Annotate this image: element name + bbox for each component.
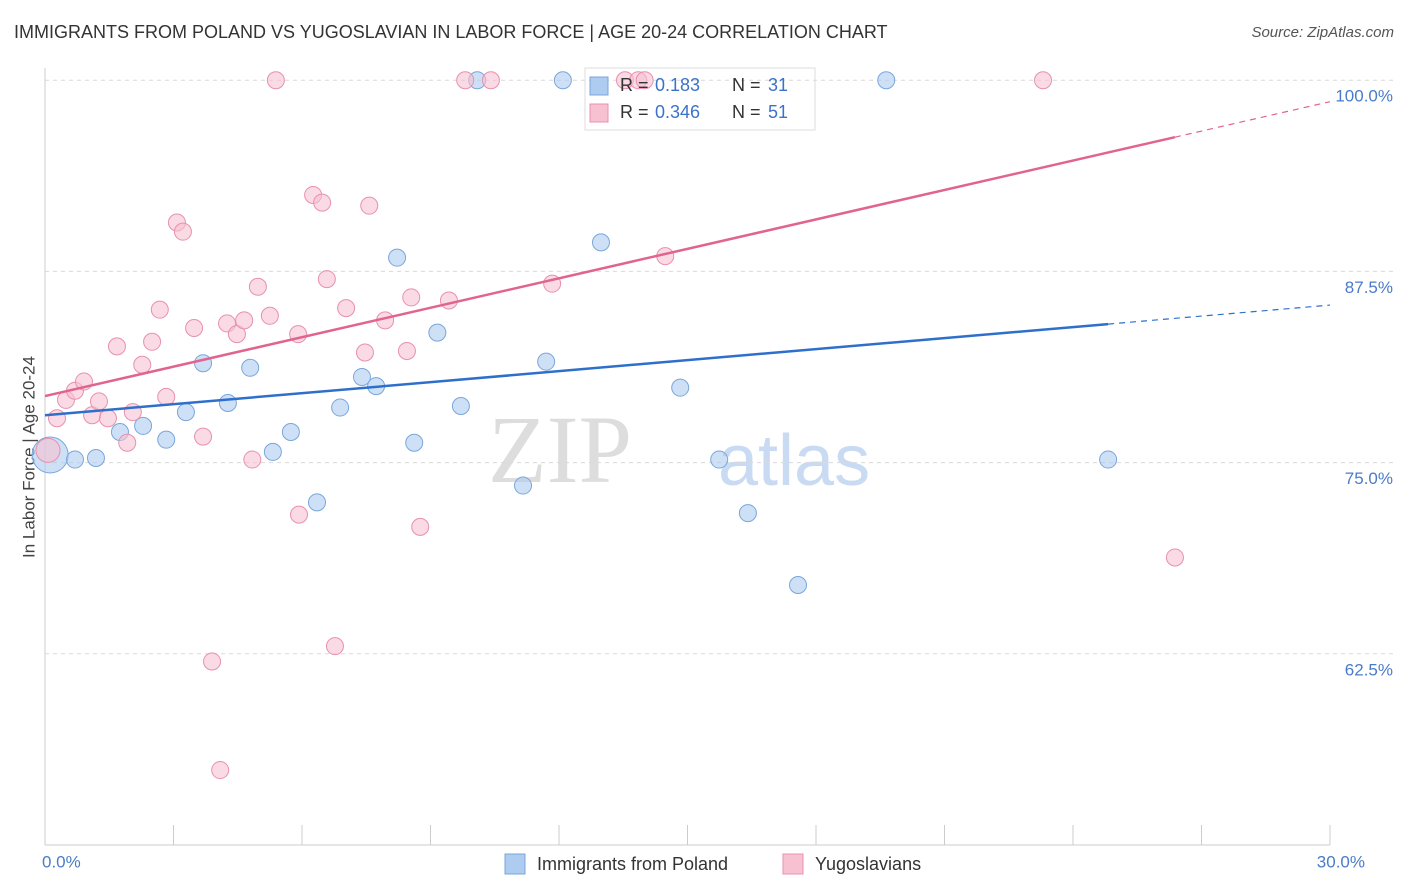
trend-line-extension <box>1174 101 1331 138</box>
legend-swatch <box>589 76 609 96</box>
point <box>134 416 153 435</box>
x-tick-label: 0.0% <box>42 852 81 871</box>
legend-label: Immigrants from Poland <box>537 854 728 874</box>
point <box>451 397 470 416</box>
point <box>402 288 421 307</box>
point <box>98 409 117 428</box>
legend-n-label: N = <box>732 75 761 95</box>
point <box>89 392 108 411</box>
point <box>877 71 896 90</box>
point <box>313 193 332 212</box>
legend-label: Yugoslavians <box>815 854 921 874</box>
point <box>65 450 84 469</box>
point <box>86 449 105 468</box>
y-tick-label: 62.5% <box>1345 660 1393 679</box>
point <box>738 504 757 523</box>
point <box>360 196 379 215</box>
point <box>235 311 254 330</box>
x-tick-label: 30.0% <box>1317 852 1365 871</box>
point <box>671 378 690 397</box>
y-axis-label: In Labor Force | Age 20-24 <box>19 356 38 558</box>
point <box>388 248 407 267</box>
point <box>281 423 300 442</box>
trend-line <box>44 135 1176 398</box>
point <box>157 430 176 449</box>
point <box>514 476 533 495</box>
point <box>789 575 808 594</box>
point <box>331 398 350 417</box>
point <box>481 71 500 90</box>
chart-title: IMMIGRANTS FROM POLAND VS YUGOSLAVIAN IN… <box>14 22 888 42</box>
point <box>1034 71 1053 90</box>
legend-swatch <box>782 853 804 875</box>
point <box>211 761 230 780</box>
point <box>591 233 610 252</box>
point <box>243 450 262 469</box>
point <box>553 71 572 90</box>
point <box>248 277 267 296</box>
point <box>176 403 195 422</box>
point <box>157 387 176 406</box>
point <box>411 517 430 536</box>
point <box>260 306 279 325</box>
point <box>352 367 371 386</box>
point <box>428 323 447 342</box>
point <box>307 493 326 512</box>
y-tick-label: 75.0% <box>1345 469 1393 488</box>
point <box>107 337 126 356</box>
point <box>290 505 309 524</box>
point <box>185 319 204 338</box>
point <box>439 291 458 310</box>
point <box>150 300 169 319</box>
point <box>317 270 336 289</box>
point <box>710 450 729 469</box>
legend-swatch <box>504 853 526 875</box>
point <box>456 71 475 90</box>
legend-n-value: 31 <box>768 75 788 95</box>
point <box>397 341 416 360</box>
point <box>118 433 137 452</box>
legend-r-value: 0.346 <box>655 102 700 122</box>
point <box>143 332 162 351</box>
point <box>173 222 192 241</box>
trend-line-extension <box>1108 304 1331 325</box>
point <box>47 409 66 428</box>
point <box>325 637 344 656</box>
legend-n-label: N = <box>732 102 761 122</box>
legend-swatch <box>589 103 609 123</box>
point <box>263 442 282 461</box>
point <box>635 71 654 90</box>
point <box>355 343 374 362</box>
point <box>218 393 237 412</box>
watermark: atlas <box>718 421 870 501</box>
point <box>35 437 61 463</box>
source: Source: ZipAtlas.com <box>1251 24 1394 41</box>
legend-r-label: R = <box>620 75 649 95</box>
legend-r-label: R = <box>620 102 649 122</box>
point <box>194 427 213 446</box>
point <box>133 355 152 374</box>
point <box>337 299 356 318</box>
legend-r-value: 0.183 <box>655 75 700 95</box>
y-tick-label: 100.0% <box>1335 87 1393 106</box>
watermark: ZIP <box>488 396 632 503</box>
point <box>1165 548 1184 567</box>
legend-n-value: 51 <box>768 102 788 122</box>
point <box>405 433 424 452</box>
point <box>1099 450 1118 469</box>
point <box>203 652 222 671</box>
y-tick-label: 87.5% <box>1345 278 1393 297</box>
point <box>241 358 260 377</box>
point <box>537 352 556 371</box>
trend-line <box>44 322 1109 417</box>
point <box>266 71 285 90</box>
